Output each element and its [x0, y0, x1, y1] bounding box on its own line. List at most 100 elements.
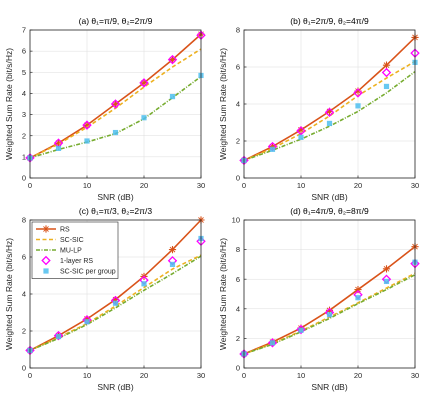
- panel-c-ytick-label-2: 4: [22, 290, 26, 299]
- panel-a-series-sc-sic-per-group-point-1: [55, 145, 62, 151]
- legend-entry-sc-sic-label: SC-SIC: [60, 237, 84, 244]
- panel-c-xtick-label-0: 0: [28, 371, 32, 380]
- panel-d-title: (d) θ₁=4π/9, θ₂=8π/9: [290, 206, 369, 216]
- panel-d-series-rs-point-3-diag: [326, 307, 333, 314]
- legend-entry-sc-sic: SC-SIC: [36, 237, 84, 244]
- panel-b-series-1-layer-rs-point-3: [324, 107, 335, 118]
- panel-b-xlabel: SNR (dB): [311, 192, 348, 202]
- panel-b-series-1-layer-rs-point-2: [296, 126, 306, 136]
- panel-d: 0 10 20 30 0 2 4 6 8 10 (d) θ₁=4π/9, θ₂=8π/9 SNR (d…: [218, 206, 420, 392]
- panel-a-series-1-layer-rs-point-4: [139, 78, 149, 88]
- panel-a-ytick-label-5: 5: [22, 68, 26, 77]
- panel-b-ytick-label-3: 6: [236, 63, 240, 72]
- panel-d-ytick-label-1: 2: [236, 334, 240, 343]
- panel-c-series-sc-sic: [29, 254, 202, 352]
- panel-a-series-sc-sic-per-group-point-2: [84, 138, 90, 144]
- panel-c-ytick-label-1: 2: [22, 327, 26, 336]
- panel-b-xtick-label-0: 0: [242, 181, 246, 190]
- panel-a-series-sc-sic-per-group-point-3: [112, 129, 119, 136]
- panel-b: 0 10 20 30 0 2 4 6 8 (b) θ₁=2π/9, θ₂=4π/9 SNR (dB)…: [218, 16, 420, 202]
- panel-a-series-sc-sic-per-group-point-5: [169, 94, 176, 100]
- panel-c-series-sc-sic-per-group-point-1: [55, 333, 62, 340]
- panel-c-series-sc-sic-per-group-point-3: [112, 300, 119, 306]
- panel-a-ytick-label-0: 0: [22, 174, 26, 183]
- panel-c-series-rs-point-5-diag: [169, 246, 176, 253]
- panel-d-xtick-label-3: 30: [411, 371, 419, 380]
- panel-d-series-rs-point-5-diag: [383, 266, 390, 272]
- panel-b-ytick-label-2: 4: [236, 100, 240, 109]
- panel-b-series-sc-sic-per-group-point-1: [269, 146, 276, 152]
- panel-d-ytick-label-3: 6: [236, 275, 240, 284]
- panel-b-series-sc-sic-line: [243, 60, 416, 162]
- panel-d-series-sc-sic-per-group-point-2: [298, 327, 304, 333]
- panel-b-ylabel: Weighted Sum Rate (bit/s/Hz): [218, 48, 228, 160]
- panel-d-series-sc-sic-per-group-point-5: [383, 278, 390, 285]
- panel-d-ytick-label-2: 4: [236, 304, 240, 313]
- panel-c-ylabel: Weighted Sum Rate (bit/s/Hz): [4, 238, 14, 350]
- panel-d-xtick-label-0: 0: [242, 371, 246, 380]
- panel-a-ytick-label-7: 7: [22, 26, 26, 35]
- panel-d-ylabel: Weighted Sum Rate (bit/s/Hz): [218, 238, 228, 350]
- panel-a-ytick-label-3: 3: [22, 110, 26, 119]
- legend-entry-1-layer-rs-marker: [41, 255, 51, 266]
- panel-a-series-sc-sic-per-group-point-4: [141, 115, 147, 121]
- panel-b-series-rs-point-5-diag: [383, 62, 390, 68]
- panel-c-series-sc-sic-per-group-point-5: [169, 261, 176, 267]
- panel-a-ytick-label-1: 1: [22, 152, 26, 161]
- legend-entry-rs-marker-diag: [43, 226, 49, 232]
- panel-c-series-sc-sic-line: [29, 254, 202, 352]
- panel-b-title: (b) θ₁=2π/9, θ₂=4π/9: [290, 16, 369, 26]
- panel-c-ytick-label-0: 0: [22, 364, 26, 373]
- panel-b-series-rs-point-4-diag: [355, 88, 361, 94]
- panel-a-series-1-layer-rs-point-2: [82, 120, 92, 130]
- legend-entry-sc-sic-per-group-marker: [43, 268, 49, 274]
- panel-d-series-sc-sic-per-group-point-1: [269, 340, 276, 346]
- legend-entry-rs-label: RS: [60, 227, 70, 234]
- panel-c-xtick-label-1: 10: [83, 371, 91, 380]
- panel-b-series-sc-sic-per-group-point-2: [298, 134, 304, 140]
- panel-c-title: (c) θ₁=π/3, θ₂=2π/3: [79, 206, 152, 216]
- panel-a-ylabel: Weighted Sum Rate (bit/s/Hz): [4, 48, 14, 160]
- panel-d-xtick-label-2: 20: [354, 371, 362, 380]
- panel-d-ytick-label-4: 8: [236, 245, 240, 254]
- panel-a-ytick-label-2: 2: [22, 131, 26, 140]
- legend-entry-rs: RS: [36, 225, 70, 234]
- panel-a-xlabel: SNR (dB): [97, 192, 134, 202]
- panel-c-xlabel: SNR (dB): [97, 382, 134, 392]
- panel-c-series-mu-lp-line: [29, 255, 202, 352]
- panel-a-axes-frame: [29, 29, 202, 179]
- panel-b-xtick-label-1: 10: [297, 181, 305, 190]
- legend: RS SC-SIC MU-LP 1-layer RS SC-SIC per group: [31, 221, 119, 279]
- panel-c-series-sc-sic-per-group-point-4: [141, 281, 147, 287]
- panel-c-xtick-label-2: 20: [140, 371, 148, 380]
- panel-b-series-1-layer-rs-point-4: [353, 88, 363, 98]
- panel-a: 0 10 20 30 0 1 2 3 4 5 6 7 (a) θ₁=π/9, θ₂=2π/9 SNR (d…: [4, 16, 206, 202]
- panel-d-xlabel: SNR (dB): [311, 382, 348, 392]
- panel-a-series-1-layer-rs-point-5: [167, 54, 178, 65]
- legend-entry-mu-lp: MU-LP: [36, 248, 82, 255]
- legend-entry-mu-lp-label: MU-LP: [60, 248, 82, 255]
- panel-b-xtick-label-3: 30: [411, 181, 419, 190]
- panel-a-series-1-layer-rs-point-3: [110, 99, 121, 109]
- panel-b-series-sc-sic-per-group-point-5: [383, 83, 390, 90]
- panel-a-xtick-label-1: 10: [83, 181, 91, 190]
- panel-b-axes-frame: [243, 29, 416, 179]
- panel-d-series-rs-point-4-diag: [355, 286, 361, 293]
- panel-b-ytick-label-4: 8: [236, 26, 240, 35]
- panel-a-ytick-label-6: 6: [22, 47, 26, 56]
- panel-c-series-sc-sic-per-group-point-2: [84, 319, 90, 325]
- panel-c-axes-frame: [29, 219, 202, 369]
- panel-a-xtick-label-2: 20: [140, 181, 148, 190]
- legend-entry-1-layer-rs: 1-layer RS: [41, 255, 93, 266]
- panel-c-series-mu-lp: [29, 255, 202, 352]
- panel-c-xtick-label-3: 30: [197, 371, 205, 380]
- panel-d-series-sc-sic-per-group-point-3: [326, 312, 333, 318]
- panel-d-ytick-label-5: 10: [232, 216, 240, 225]
- panel-d-xtick-label-1: 10: [297, 371, 305, 380]
- panel-c-ytick-label-3: 6: [22, 253, 26, 262]
- legend-entry-sc-sic-per-group: SC-SIC per group: [43, 268, 116, 276]
- panel-b-series-1-layer-rs-point-5: [381, 67, 392, 78]
- panel-b-series-sc-sic: [243, 60, 416, 162]
- panel-d-axes-frame: [243, 219, 416, 369]
